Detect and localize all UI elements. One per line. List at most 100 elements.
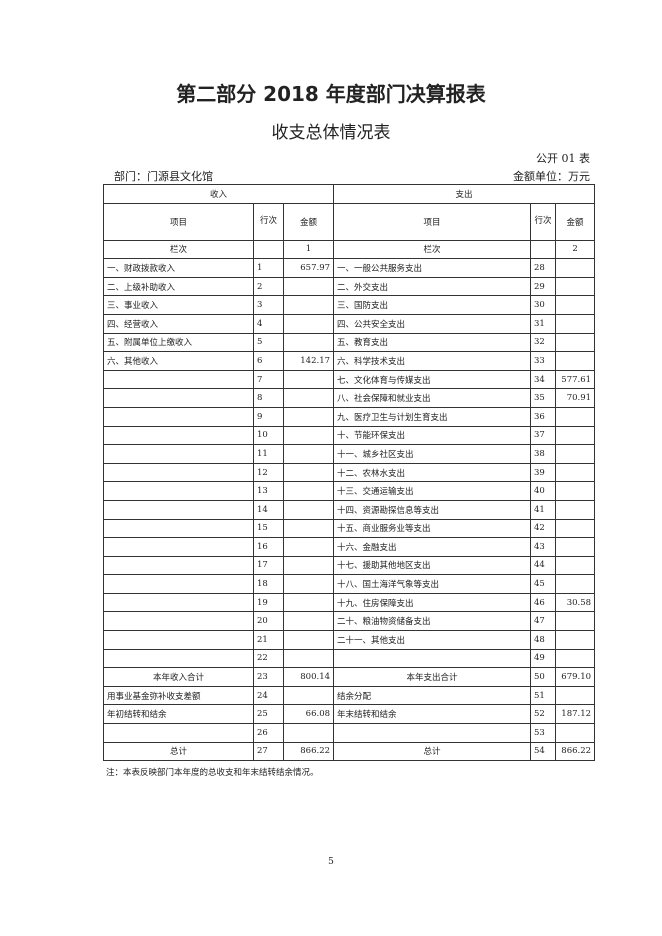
income-line-cell: 23 [253,667,284,687]
expense-line-cell: 54 [530,741,557,762]
expense-amount-cell: 679.10 [555,667,596,687]
expense-line-cell: 48 [530,630,557,650]
expense-header: 支出 [333,184,596,204]
expense-item-cell: 八、社会保障和就业支出 [333,388,532,408]
income-amount-cell [282,406,335,427]
expense-line-cell: 37 [530,425,557,446]
expense-line-cell: 46 [530,592,557,613]
income-line-cell: 10 [253,425,284,446]
income-item-cell [103,648,254,669]
table-row: 三、事业收入 3 三、国防支出 30 [103,295,596,315]
expense-amount-cell [555,406,596,427]
income-amount-cell [282,444,335,464]
income-line-cell: 25 [253,704,284,725]
expense-line-cell: 41 [530,499,557,520]
table-row: 19 十九、住房保障支出 46 30.58 [103,592,596,613]
expense-amount-cell [555,462,596,483]
table-row: 20 二十、粮油物资储备支出 47 [103,611,596,632]
income-amount-cell [282,481,335,501]
income-amount-cell [282,276,335,297]
expense-amount-cell [555,425,596,446]
income-item-header: 项目 [103,202,254,241]
income-item-cell: 六、其他收入 [103,351,254,371]
expense-amount-header: 金额 [555,202,596,241]
income-item-cell [103,388,254,408]
income-amount-cell [282,518,335,539]
table-note: 注：本表反映部门本年度的总收支和年末结转结余情况。 [106,768,319,778]
income-line-cell: 18 [253,574,284,594]
column-label: 栏次 [333,239,532,260]
unit-label: 金额单位：万元 [513,170,590,183]
income-line-cell: 27 [253,741,284,762]
column-index: 2 [555,239,596,260]
income-amount-cell [282,555,335,576]
income-line-cell: 17 [253,555,284,576]
expense-item-cell: 十一、城乡社区支出 [333,444,532,464]
expense-line-cell: 40 [530,481,557,501]
expense-amount-cell [555,518,596,539]
income-item-cell [103,444,254,464]
income-amount-cell [282,313,335,334]
empty-cell [253,239,284,260]
income-line-cell: 26 [253,723,284,743]
table-row: 11 十一、城乡社区支出 38 [103,444,596,464]
expense-item-cell: 十八、国土海洋气象等支出 [333,574,532,594]
expense-item-cell [333,648,532,669]
income-amount-cell [282,332,335,353]
table-row: 10 十、节能环保支出 37 [103,425,596,446]
income-line-cell: 12 [253,462,284,483]
income-item-cell [103,574,254,594]
table-row: 9 九、医疗卫生与计划生育支出 36 [103,406,596,427]
expense-amount-cell [555,351,596,371]
income-amount-cell: 142.17 [282,351,335,371]
table-row: 7 七、文化体育与传媒支出 34 577.61 [103,369,596,390]
table-row: 13 十三、交通运输支出 40 [103,481,596,501]
expense-line-cell: 53 [530,723,557,743]
table-row: 18 十八、国土海洋气象等支出 45 [103,574,596,594]
table-row: 年初结转和结余 25 66.08 年末结转和结余 52 187.12 [103,704,596,725]
income-amount-cell [282,723,335,743]
income-item-cell [103,630,254,650]
expense-amount-cell [555,258,596,278]
expense-item-cell: 十六、金融支出 [333,537,532,557]
table-row: 五、附属单位上缴收入 5 五、教育支出 32 [103,332,596,353]
income-line-cell: 15 [253,518,284,539]
expense-line-cell: 42 [530,518,557,539]
expense-amount-cell [555,685,596,706]
income-amount-cell: 800.14 [282,667,335,687]
income-item-cell: 本年收入合计 [103,667,254,687]
expense-item-cell: 五、教育支出 [333,332,532,353]
expense-amount-cell [555,574,596,594]
expense-item-cell: 结余分配 [333,685,532,706]
expense-item-cell: 四、公共安全支出 [333,313,532,334]
income-amount-cell [282,592,335,613]
income-line-cell: 7 [253,369,284,390]
expense-item-cell: 六、科学技术支出 [333,351,532,371]
expense-item-cell: 十四、资源勘探信息等支出 [333,499,532,520]
income-expense-table: 收入 支出 项目 行次 金额 项目 行次 金额 栏次 1 栏次 2 一、财政拨款… [102,184,596,762]
expense-amount-cell [555,313,596,334]
expense-line-cell: 28 [530,258,557,278]
income-amount-cell [282,499,335,520]
table-code: 公开 01 表 [536,152,590,165]
income-line-cell: 1 [253,258,284,278]
income-amount-cell [282,425,335,446]
income-line-cell: 16 [253,537,284,557]
expense-item-cell: 九、医疗卫生与计划生育支出 [333,406,532,427]
expense-amount-cell [555,295,596,315]
expense-amount-cell [555,332,596,353]
income-item-cell: 总计 [103,741,254,762]
income-item-cell: 三、事业收入 [103,295,254,315]
column-index: 1 [282,239,335,260]
table-row: 14 十四、资源勘探信息等支出 41 [103,499,596,520]
income-amount-cell [282,295,335,315]
expense-line-cell: 49 [530,648,557,669]
expense-line-cell: 35 [530,388,557,408]
expense-item-cell: 十七、援助其他地区支出 [333,555,532,576]
expense-amount-cell [555,499,596,520]
expense-line-cell: 51 [530,685,557,706]
expense-line-cell: 50 [530,667,557,687]
column-label: 栏次 [103,239,254,260]
expense-line-cell: 39 [530,462,557,483]
expense-amount-cell [555,537,596,557]
